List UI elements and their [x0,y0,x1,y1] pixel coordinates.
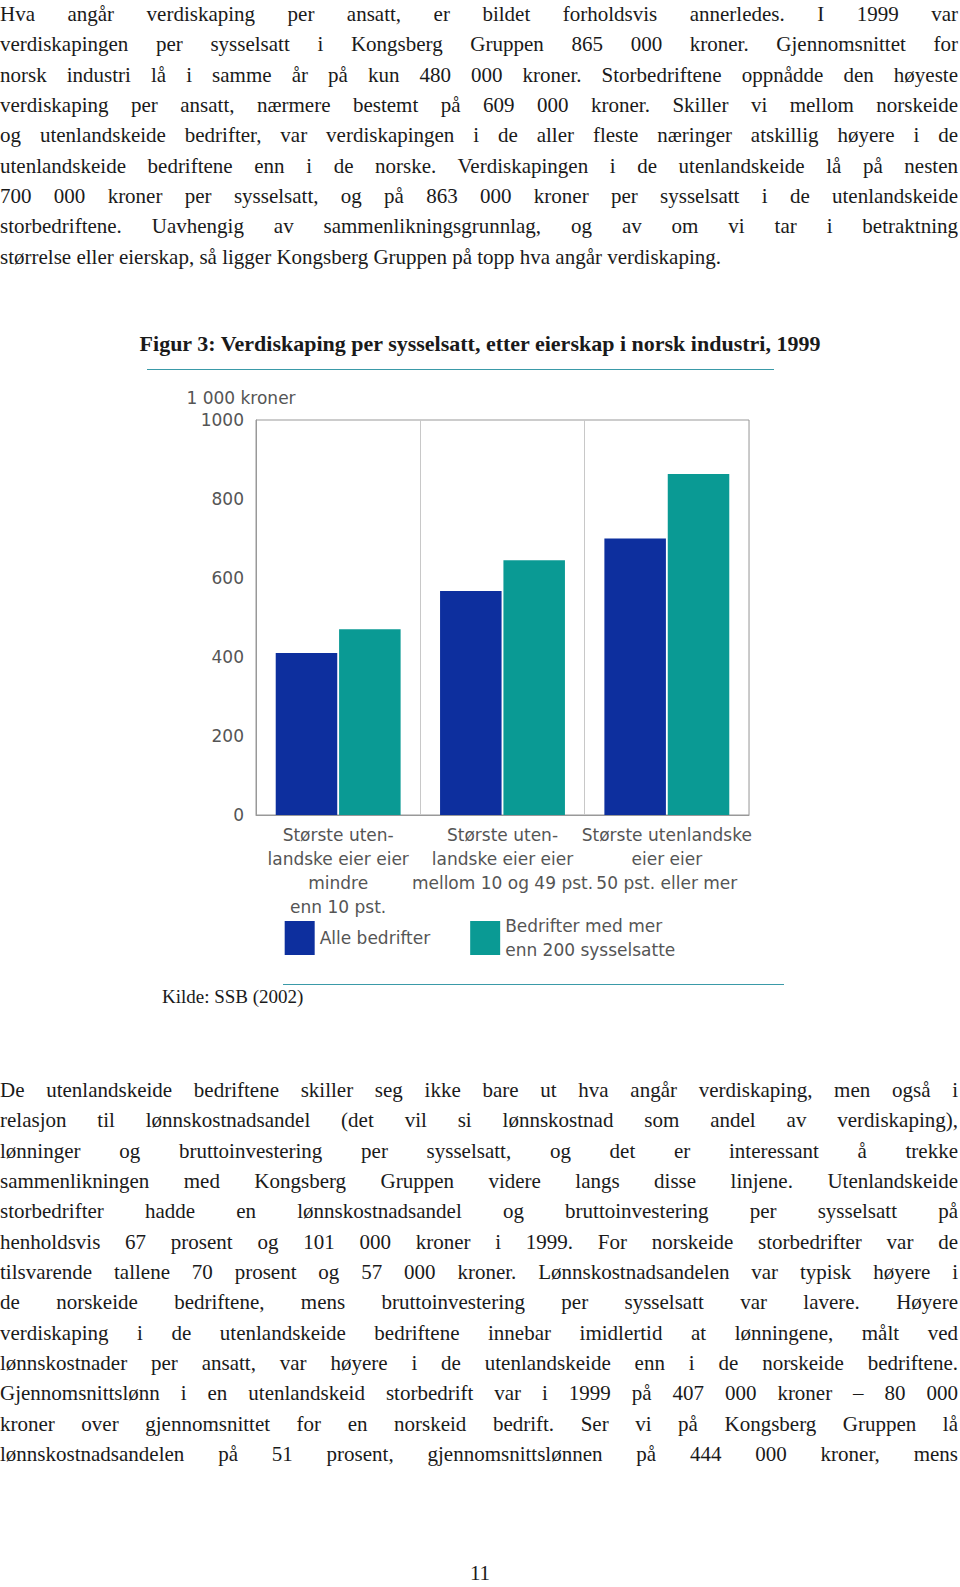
svg-text:enn 10 pst.: enn 10 pst. [290,897,386,917]
html-text:700 000 kroner per sysselsatt,: 700 000 kroner per sysselsatt, og på 863… [0,184,958,209]
html-text:relasjon til lønnskostnadsande: relasjon til lønnskostnadsandel (det vil… [0,1108,958,1133]
html-text:lønnskostnader per ansatt, var: lønnskostnader per ansatt, var høyere i … [0,1351,958,1376]
svg-text:50 pst. eller mer: 50 pst. eller mer [596,873,737,893]
html-text:De utenlandskeide bedriftene s: De utenlandskeide bedriftene skiller seg… [0,1078,958,1102]
svg-text:mellom 10 og 49 pst.: mellom 10 og 49 pst. [412,873,593,893]
html-text:de norskeide bedriftene, mens: de norskeide bedriftene, mens bruttoinve… [0,1290,958,1315]
svg-text:600: 600 [212,568,244,588]
svg-text:eier eier: eier eier [631,849,702,869]
svg-text:200: 200 [212,726,244,746]
svg-text:Største uten-: Største uten- [283,825,394,845]
html-text:og utenlandskeide bedrifter, v: og utenlandskeide bedrifter, var verdisk… [0,123,958,148]
html-text:utenlandskeide bedriftene enn: utenlandskeide bedriftene enn i de norsk… [0,153,958,178]
html-text:11: 11 [469,1561,491,1585]
html-text:storbedriftene. Uavhengig av s: storbedriftene. Uavhengig av sammenlikni… [0,214,958,239]
svg-text:Bedrifter med mer: Bedrifter med mer [505,916,662,936]
svg-text:1000: 1000 [201,410,244,430]
html-text:Hva angår verdiskaping per ans: Hva angår verdiskaping per ansatt, er bi… [0,2,958,26]
html-text:lønnskostnadsandelen på 51 pro: lønnskostnadsandelen på 51 prosent, gjen… [0,1442,958,1467]
svg-text:mindre: mindre [308,873,368,893]
html-text:størrelse eller eierskap, så l: størrelse eller eierskap, så ligger Kong… [0,244,721,269]
html-text:norsk industri lå i samme år p: norsk industri lå i samme år på kun 480 … [0,62,958,87]
svg-text:Største uten-: Største uten- [447,825,558,845]
html-text:henholdsvis 67 prosent og 101: henholdsvis 67 prosent og 101 000 kroner… [0,1229,958,1254]
html-text:Kilde: SSB (2002): Kilde: SSB (2002) [162,986,304,1007]
html-text:verdiskaping i de utenlandskei: verdiskaping i de utenlandskeide bedrift… [0,1320,958,1345]
html-text:Figur 3: Verdiskaping per syss: Figur 3: Verdiskaping per sysselsatt, et… [139,331,821,356]
html-text:verdiskapingen per sysselsatt: verdiskapingen per sysselsatt i Kongsber… [0,32,958,57]
svg-text:landske eier eier: landske eier eier [432,849,573,869]
svg-text:Største utenlandske: Største utenlandske [582,825,752,845]
html-text:verdiskaping per ansatt, nærme: verdiskaping per ansatt, nærmere bestemt… [0,93,958,117]
html-text:sammenlikningen med Kongsberg: sammenlikningen med Kongsberg Gruppen vi… [0,1169,958,1193]
html-text:storbedrifter hadde en lønnsko: storbedrifter hadde en lønnskostnadsande… [0,1199,958,1224]
svg-text:1 000 kroner: 1 000 kroner [186,388,295,408]
svg-text:800: 800 [212,489,244,509]
html-text:lønninger og bruttoinvestering: lønninger og bruttoinvestering per sysse… [0,1138,958,1163]
html-text:Gjennomsnittslønn i en utenlan: Gjennomsnittslønn i en utenlandskeid sto… [0,1381,958,1406]
svg-text:enn 200 sysselsatte: enn 200 sysselsatte [505,940,675,960]
html-text:tilsvarende tallene 70 prosent: tilsvarende tallene 70 prosent og 57 000… [0,1260,958,1285]
svg-text:Alle bedrifter: Alle bedrifter [320,928,431,948]
svg-text:0: 0 [233,805,244,825]
html-text:kroner over gjennomsnittet for: kroner over gjennomsnittet for en norske… [0,1411,958,1436]
svg-text:landske eier eier: landske eier eier [267,849,408,869]
svg-text:400: 400 [212,647,244,667]
